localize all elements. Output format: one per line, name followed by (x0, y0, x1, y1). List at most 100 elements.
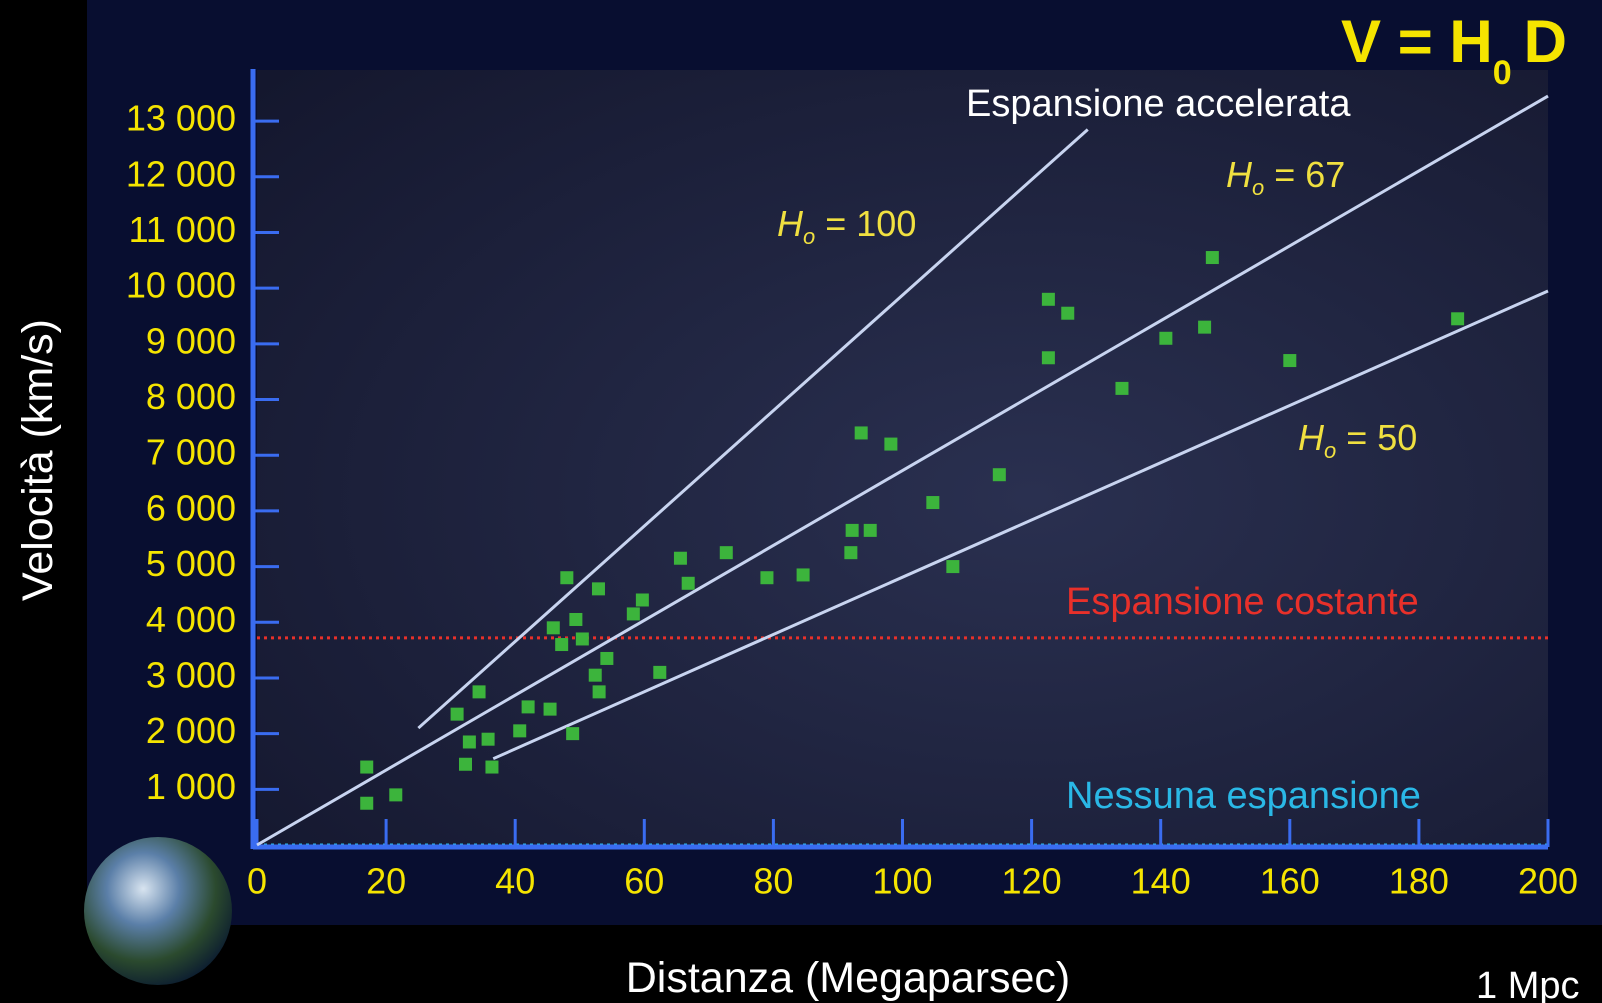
x-axis-title: Distanza (Megaparsec) (626, 954, 1071, 1002)
data-point (719, 546, 733, 560)
footnote: 1 Mpc (1476, 965, 1579, 1003)
data-point (1283, 354, 1297, 368)
y-tick-label: 2 000 (146, 710, 236, 751)
data-point (926, 496, 940, 510)
data-point (360, 796, 374, 810)
y-tick-label: 13 000 (126, 98, 236, 139)
data-point (588, 668, 602, 682)
x-tick-label: 80 (753, 861, 793, 902)
data-point (635, 593, 649, 607)
x-tick-label: 160 (1260, 861, 1320, 902)
data-point (566, 727, 580, 741)
data-point (1061, 306, 1075, 320)
data-point (845, 523, 859, 537)
data-point (854, 426, 868, 440)
y-tick-label: 7 000 (146, 432, 236, 473)
data-point (626, 607, 640, 621)
reference-label: Nessuna espansione (1066, 775, 1421, 817)
data-point (485, 760, 499, 774)
data-point (546, 621, 560, 635)
x-tick-label: 140 (1131, 861, 1191, 902)
data-point (560, 571, 574, 585)
data-point (592, 685, 606, 699)
data-point (591, 582, 605, 596)
data-point (389, 788, 403, 802)
annotation: Espansione accelerata (966, 83, 1351, 125)
line-label-sub: o (803, 224, 815, 249)
data-point (760, 571, 774, 585)
x-tick-label: 100 (872, 861, 932, 902)
data-point (1198, 320, 1212, 334)
data-point (472, 685, 486, 699)
data-point (575, 632, 589, 646)
data-point (450, 707, 464, 721)
data-point (543, 702, 557, 716)
y-tick-label: 5 000 (146, 543, 236, 584)
data-point (1159, 331, 1173, 345)
line-label-sub: o (1252, 175, 1264, 200)
y-tick-label: 11 000 (129, 209, 236, 250)
data-point (521, 700, 535, 714)
data-point (569, 612, 583, 626)
plot-area (257, 70, 1548, 848)
formula-tail: D (1524, 8, 1567, 75)
data-point (884, 437, 898, 451)
hubble-line (256, 94, 1549, 847)
line-label: Ho = 67 (1226, 154, 1345, 200)
data-point (681, 576, 695, 590)
x-tick-label: 60 (624, 861, 664, 902)
earth (84, 837, 232, 985)
y-tick-label: 6 000 (146, 487, 236, 528)
data-point (513, 724, 527, 738)
data-point (1041, 292, 1055, 306)
data-point (844, 546, 858, 560)
line-label-value: = 67 (1274, 154, 1345, 195)
x-tick-label: 120 (1002, 861, 1062, 902)
data-point (360, 760, 374, 774)
line-label: Ho = 50 (1298, 417, 1417, 463)
data-point (1205, 251, 1219, 265)
line-label-value: = 50 (1346, 417, 1417, 458)
line-label-symbol: H (777, 203, 804, 244)
line-label: Ho = 100 (777, 203, 916, 249)
data-point (555, 638, 569, 652)
data-point (653, 665, 667, 679)
data-point (992, 468, 1006, 482)
x-tick-label: 20 (366, 861, 406, 902)
y-tick-label: 8 000 (146, 376, 236, 417)
x-tick-label: 180 (1389, 861, 1449, 902)
formula-main: V = H (1341, 8, 1493, 75)
y-axis-title: Velocità (km/s) (14, 319, 62, 601)
data-point (481, 732, 495, 746)
hubble-line (417, 128, 1089, 730)
data-point (600, 651, 614, 665)
data-point (458, 757, 472, 771)
line-label-value: = 100 (825, 203, 916, 244)
x-tick-label: 0 (247, 861, 267, 902)
line-label-symbol: H (1226, 154, 1253, 195)
data-point (1115, 381, 1129, 395)
reference-label: Espansione costante (1066, 581, 1419, 623)
formula-sub: 0 (1493, 54, 1512, 92)
data-point (673, 551, 687, 565)
y-tick-label: 1 000 (146, 766, 236, 807)
x-tick-label: 40 (495, 861, 535, 902)
data-point (946, 560, 960, 574)
y-tick-label: 9 000 (146, 320, 236, 361)
x-tick-label: 200 (1518, 861, 1578, 902)
line-label-symbol: H (1298, 417, 1325, 458)
line-label-sub: o (1324, 438, 1336, 463)
y-tick-label: 3 000 (146, 654, 236, 695)
data-point (1041, 351, 1055, 365)
hubble-line (492, 289, 1549, 761)
y-tick-label: 10 000 (126, 265, 236, 306)
y-tick-label: 4 000 (146, 599, 236, 640)
data-point (462, 735, 476, 749)
data-point (1451, 312, 1465, 326)
data-point (796, 568, 810, 582)
data-point (863, 523, 877, 537)
formula: V = H0 D (1341, 8, 1567, 92)
y-tick-label: 12 000 (126, 153, 236, 194)
